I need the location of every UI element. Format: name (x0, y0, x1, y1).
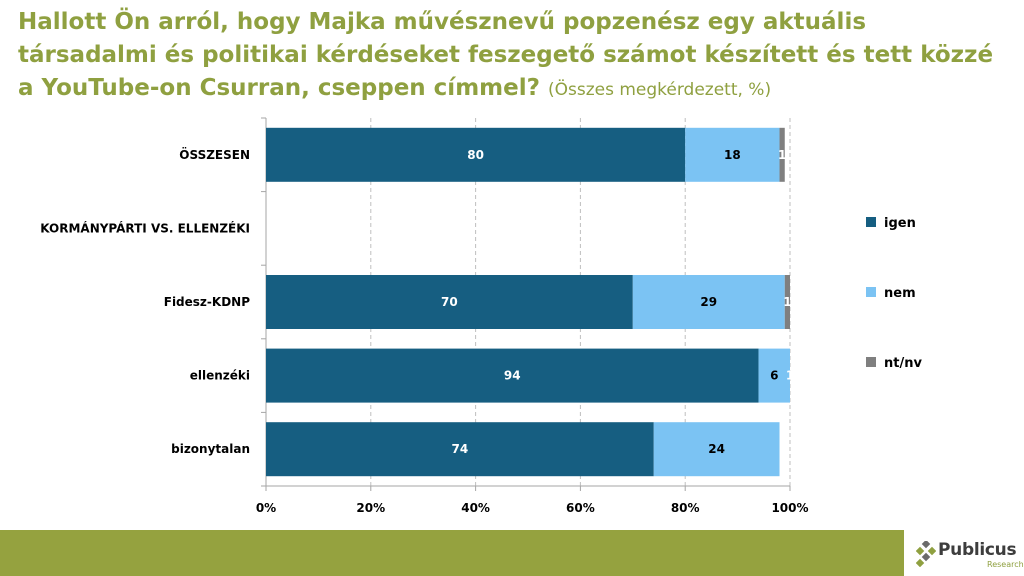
legend-label: igen (884, 216, 916, 231)
legend-label: nt/nv (884, 356, 922, 371)
data-label: 1 (783, 295, 791, 309)
bar-segment-ntnv (779, 127, 785, 182)
data-label: 29 (700, 295, 717, 309)
data-label: 70 (441, 295, 458, 309)
footer-bar (0, 530, 904, 576)
bar-segment-nem (653, 422, 780, 477)
legend-label: nem (884, 286, 916, 301)
x-tick-label: 80% (671, 501, 700, 515)
publicus-logo-icon (916, 541, 936, 567)
bar-segment-igen (266, 422, 654, 477)
legend-swatch (866, 217, 876, 227)
data-label: 6 (770, 369, 778, 383)
bar-segment-nem (632, 275, 785, 329)
publicus-logo: Publicus Research (916, 538, 1024, 572)
category-label: KORMÁNYPÁRTI VS. ELLENZÉKI (40, 220, 250, 235)
x-tick-label: 20% (356, 501, 385, 515)
bar-segment-ntnv (784, 275, 790, 329)
logo-name: Publicus (938, 540, 1017, 560)
data-label: 74 (452, 442, 469, 456)
category-label: bizonytalan (171, 442, 250, 456)
footer: Publicus Research (0, 530, 1024, 576)
bar-segment-igen (266, 275, 633, 329)
logo-sub: Research (987, 560, 1024, 569)
category-label: Fidesz-KDNP (164, 295, 250, 309)
legend-swatch (866, 357, 876, 367)
bar-segment-igen (266, 127, 686, 182)
data-label: 1 (778, 148, 786, 162)
x-tick-label: 100% (771, 501, 808, 515)
x-tick-label: 60% (566, 501, 595, 515)
title-subtitle: (Összes megkérdezett, %) (547, 80, 772, 100)
data-label: 80 (467, 148, 484, 162)
data-label: 18 (724, 148, 741, 162)
chart-title: Hallott Ön arról, hogy Majka művésznevű … (18, 6, 1008, 107)
data-label: 94 (504, 369, 521, 383)
title-main: Hallott Ön arról, hogy Majka művésznevű … (18, 9, 994, 101)
bar-segment-igen (266, 348, 759, 403)
data-label: 24 (708, 442, 725, 456)
bar-segment-nem (685, 127, 780, 182)
legend-swatch (866, 287, 876, 297)
x-tick-label: 0% (256, 501, 276, 515)
data-label: 1 (786, 369, 794, 383)
bar-segment-nem (758, 348, 790, 403)
category-label: ÖSSZESEN (179, 147, 250, 162)
x-tick-label: 40% (461, 501, 490, 515)
category-label: ellenzéki (190, 369, 250, 383)
